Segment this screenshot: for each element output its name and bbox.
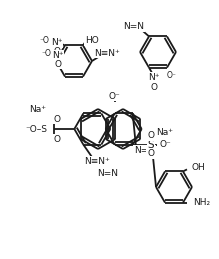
Text: NH₂: NH₂ (193, 198, 210, 207)
Text: N≡N⁺: N≡N⁺ (85, 157, 110, 166)
Text: O⁻: O⁻ (160, 140, 171, 149)
Text: ⁻O–S: ⁻O–S (25, 125, 47, 133)
Text: O: O (147, 131, 154, 140)
Text: ⁻O: ⁻O (41, 48, 51, 57)
Text: N=N: N=N (134, 146, 155, 155)
Text: S: S (147, 140, 154, 150)
Text: O⁻: O⁻ (167, 71, 177, 80)
Text: OH: OH (191, 163, 205, 172)
Text: O: O (55, 60, 62, 68)
Text: N⁺: N⁺ (52, 51, 64, 60)
Text: N≡N⁺: N≡N⁺ (94, 48, 120, 57)
Text: Na⁺: Na⁺ (156, 128, 173, 137)
Text: HO: HO (85, 36, 99, 45)
Text: O⁻: O⁻ (109, 91, 120, 100)
Text: N=N: N=N (97, 169, 118, 178)
Text: N=N: N=N (124, 22, 145, 31)
Text: N⁺: N⁺ (148, 73, 160, 82)
Text: O: O (147, 149, 154, 158)
Text: O: O (54, 134, 61, 143)
Text: ⁻O: ⁻O (39, 36, 49, 45)
Text: O: O (150, 83, 157, 92)
Text: N⁺: N⁺ (51, 38, 63, 47)
Text: O: O (53, 47, 60, 56)
Text: O: O (54, 114, 61, 124)
Text: Na⁺: Na⁺ (29, 104, 46, 113)
